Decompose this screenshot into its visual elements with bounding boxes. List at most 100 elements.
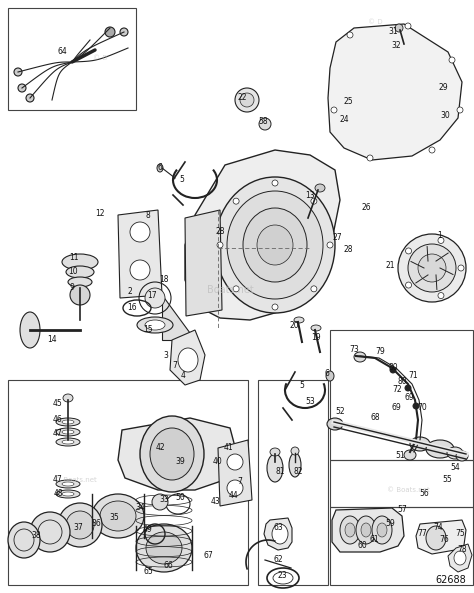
Text: 4: 4 [181, 371, 185, 380]
Text: Boats.net: Boats.net [207, 285, 254, 295]
Text: 7: 7 [237, 477, 242, 486]
Ellipse shape [291, 447, 299, 455]
Ellipse shape [458, 265, 464, 271]
Text: 78: 78 [457, 546, 467, 554]
Text: 21: 21 [385, 260, 395, 269]
Text: 45: 45 [53, 400, 63, 409]
Text: 44: 44 [229, 492, 239, 500]
Text: 53: 53 [305, 397, 315, 406]
Polygon shape [118, 418, 238, 490]
Ellipse shape [217, 242, 223, 248]
Text: 50: 50 [175, 493, 185, 502]
Text: 62: 62 [273, 556, 283, 565]
Polygon shape [170, 330, 205, 385]
Ellipse shape [372, 516, 392, 544]
Ellipse shape [227, 191, 323, 299]
Text: 80: 80 [388, 364, 398, 372]
Ellipse shape [8, 522, 40, 558]
Ellipse shape [405, 385, 411, 391]
Text: 5: 5 [180, 176, 184, 184]
Ellipse shape [233, 198, 239, 204]
Ellipse shape [456, 451, 468, 461]
Ellipse shape [62, 420, 74, 424]
Ellipse shape [145, 288, 165, 308]
Text: 48: 48 [53, 489, 63, 499]
Text: 26: 26 [361, 203, 371, 212]
Ellipse shape [92, 494, 144, 538]
Ellipse shape [20, 312, 40, 348]
Text: 66: 66 [163, 562, 173, 570]
Text: 8: 8 [146, 212, 150, 221]
Ellipse shape [410, 437, 430, 451]
Ellipse shape [130, 260, 150, 280]
Text: 51: 51 [395, 451, 405, 460]
Ellipse shape [243, 208, 307, 282]
Text: 14: 14 [47, 336, 57, 345]
Bar [330, 330, 473, 460]
Text: 38: 38 [31, 531, 41, 540]
Text: 59: 59 [385, 519, 395, 528]
Ellipse shape [267, 454, 283, 482]
Ellipse shape [354, 352, 366, 362]
Text: 81: 81 [275, 467, 285, 477]
Ellipse shape [120, 28, 128, 36]
Ellipse shape [257, 225, 293, 265]
Ellipse shape [340, 516, 360, 544]
Ellipse shape [390, 367, 396, 373]
Ellipse shape [70, 285, 90, 305]
Ellipse shape [26, 94, 34, 102]
Text: 19: 19 [311, 333, 321, 343]
Polygon shape [185, 150, 340, 320]
Ellipse shape [58, 503, 102, 547]
Text: 7: 7 [173, 362, 177, 371]
Ellipse shape [270, 448, 280, 456]
Ellipse shape [240, 93, 254, 107]
Ellipse shape [137, 317, 173, 333]
Text: © D: © D [93, 55, 107, 61]
Ellipse shape [272, 524, 288, 544]
Text: 13: 13 [305, 192, 315, 200]
Ellipse shape [447, 447, 463, 459]
Ellipse shape [345, 523, 355, 537]
Text: 67: 67 [203, 551, 213, 560]
Ellipse shape [56, 438, 80, 446]
Text: 73: 73 [349, 346, 359, 355]
Ellipse shape [429, 147, 435, 153]
Ellipse shape [56, 418, 80, 426]
Ellipse shape [367, 155, 373, 161]
Text: 30: 30 [440, 110, 450, 120]
Ellipse shape [66, 266, 94, 278]
Ellipse shape [272, 180, 278, 186]
Text: 2: 2 [128, 288, 132, 296]
Ellipse shape [14, 68, 22, 76]
Ellipse shape [438, 237, 444, 243]
Ellipse shape [426, 526, 446, 550]
Text: 70: 70 [417, 403, 427, 413]
Polygon shape [118, 210, 162, 298]
Ellipse shape [398, 234, 466, 302]
Ellipse shape [140, 416, 204, 492]
Text: 29: 29 [438, 84, 448, 93]
Bar [258, 380, 328, 585]
Bar [8, 8, 136, 110]
Ellipse shape [56, 490, 80, 498]
Ellipse shape [63, 394, 73, 402]
Text: 24: 24 [339, 116, 349, 125]
Polygon shape [162, 295, 195, 340]
Text: 41: 41 [223, 444, 233, 452]
Ellipse shape [235, 88, 259, 112]
Text: 43: 43 [211, 498, 221, 506]
Text: 9: 9 [70, 283, 74, 292]
Ellipse shape [62, 440, 74, 444]
Text: 22: 22 [237, 93, 247, 101]
Ellipse shape [361, 523, 371, 537]
Text: 47: 47 [53, 476, 63, 484]
Text: 23: 23 [277, 572, 287, 581]
Ellipse shape [150, 428, 194, 480]
Ellipse shape [311, 325, 321, 331]
Ellipse shape [62, 482, 74, 486]
Ellipse shape [259, 118, 271, 130]
Ellipse shape [426, 440, 454, 458]
Ellipse shape [413, 403, 419, 409]
Ellipse shape [146, 532, 182, 564]
